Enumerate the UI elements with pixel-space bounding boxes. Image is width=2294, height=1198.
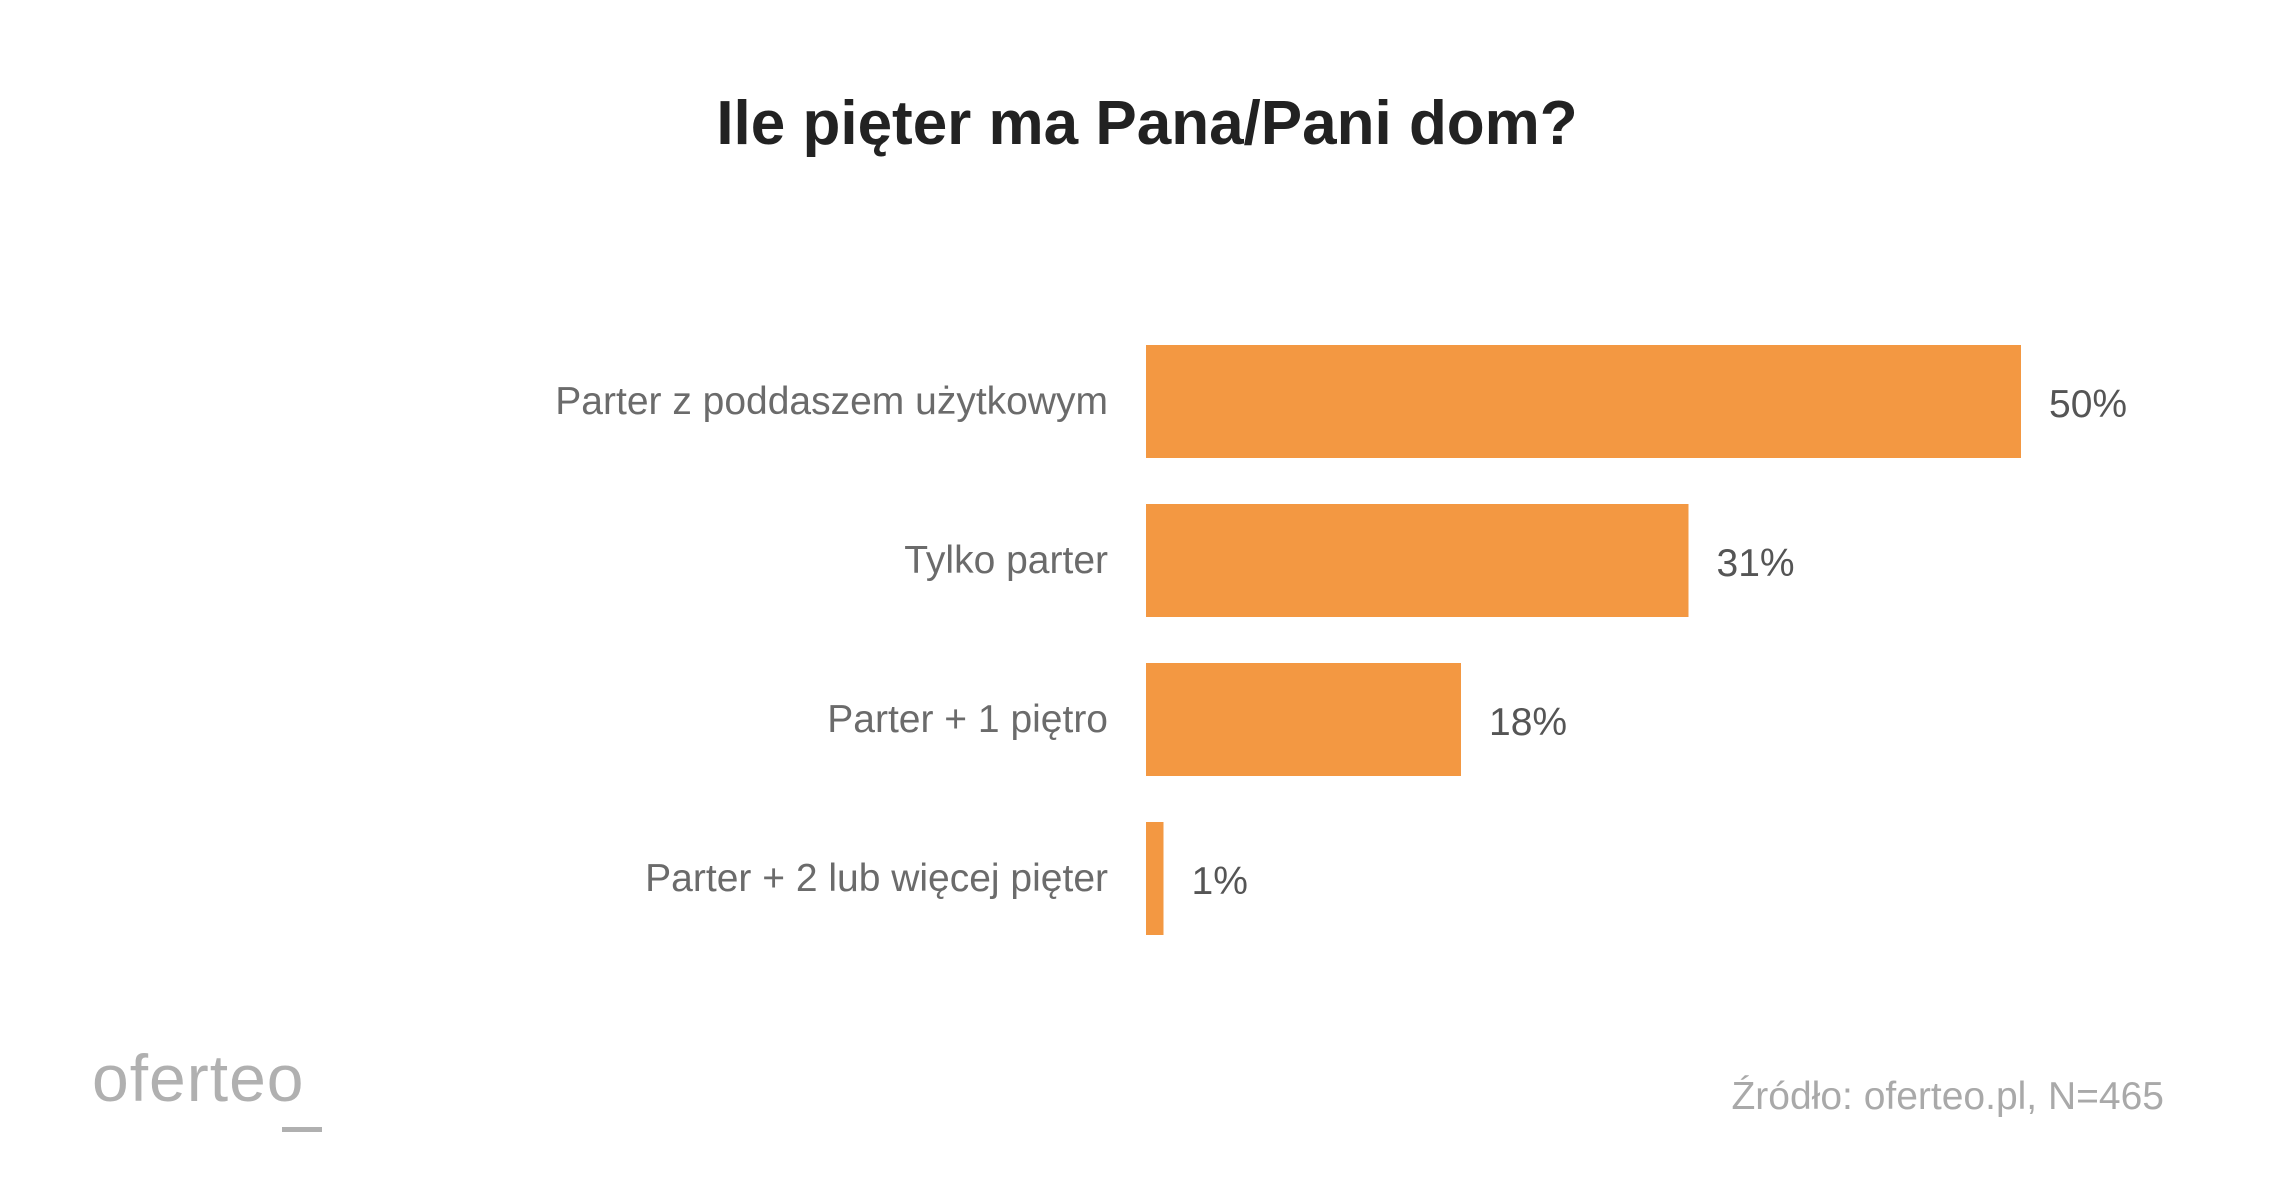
bar-1 xyxy=(1146,345,2021,458)
logo-underline xyxy=(282,1127,322,1132)
value-label-1: 50% xyxy=(2049,383,2127,426)
category-label-1: Parter z poddaszem użytkowym xyxy=(555,380,1108,423)
logo-text: oferteo xyxy=(92,1041,305,1115)
category-label-4: Parter + 2 lub więcej pięter xyxy=(645,857,1108,900)
bar-2 xyxy=(1146,504,1689,617)
value-label-4: 1% xyxy=(1192,860,1248,903)
value-label-3: 18% xyxy=(1489,701,1567,744)
bar-4 xyxy=(1146,822,1164,935)
chart-title: Ile pięter ma Pana/Pani dom? xyxy=(716,89,1578,158)
category-label-2: Tylko parter xyxy=(904,539,1108,582)
category-label-3: Parter + 1 piętro xyxy=(827,698,1108,741)
bar-3 xyxy=(1146,663,1461,776)
oferteo-logo: oferteo xyxy=(92,1040,304,1116)
value-label-2: 31% xyxy=(1717,542,1795,585)
source-note: Źródło: oferteo.pl, N=465 xyxy=(1731,1075,2164,1118)
